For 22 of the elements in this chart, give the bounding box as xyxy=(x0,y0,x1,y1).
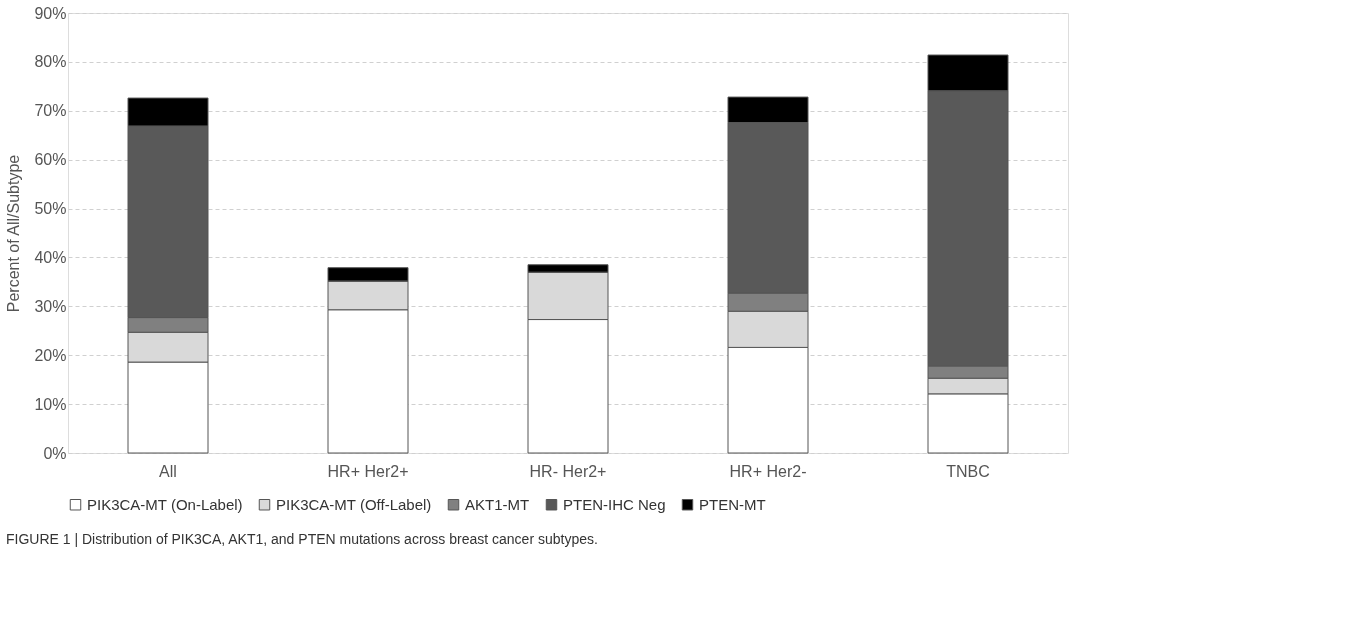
x-tick-label: HR+ Her2+ xyxy=(327,462,409,480)
x-tick-label: TNBC xyxy=(946,462,990,480)
x-tick-label: HR- Her2+ xyxy=(529,462,607,480)
y-tick-label: 10% xyxy=(34,395,67,413)
y-tick-label: 40% xyxy=(34,248,67,266)
x-tick-label: All xyxy=(159,462,177,480)
legend-label: PTEN-MT xyxy=(699,495,766,513)
x-tick-label: HR+ Her2- xyxy=(729,462,807,480)
legend-label: PIK3CA-MT (Off-Label) xyxy=(276,495,432,513)
caption: FIGURE 1 | Distribution of PIK3CA, AKT1, and PTEN mutations across breast cancer subtypes. xyxy=(5,531,598,547)
y-tick-label: 90% xyxy=(34,4,67,22)
legend-label: AKT1-MT xyxy=(465,495,530,513)
y-axis-title: Percent of All/Subtype xyxy=(5,154,23,313)
y-tick-label: 20% xyxy=(34,346,67,364)
y-tick-label: 0% xyxy=(43,444,67,462)
y-tick-label: 50% xyxy=(34,200,67,218)
legend-label: PTEN-IHC Neg xyxy=(563,495,666,513)
y-tick-label: 70% xyxy=(34,102,67,120)
legend-label: PIK3CA-MT (On-Label) xyxy=(87,495,243,513)
y-tick-label: 30% xyxy=(34,297,67,315)
y-tick-label: 60% xyxy=(34,151,67,169)
y-tick-label: 80% xyxy=(34,53,67,71)
